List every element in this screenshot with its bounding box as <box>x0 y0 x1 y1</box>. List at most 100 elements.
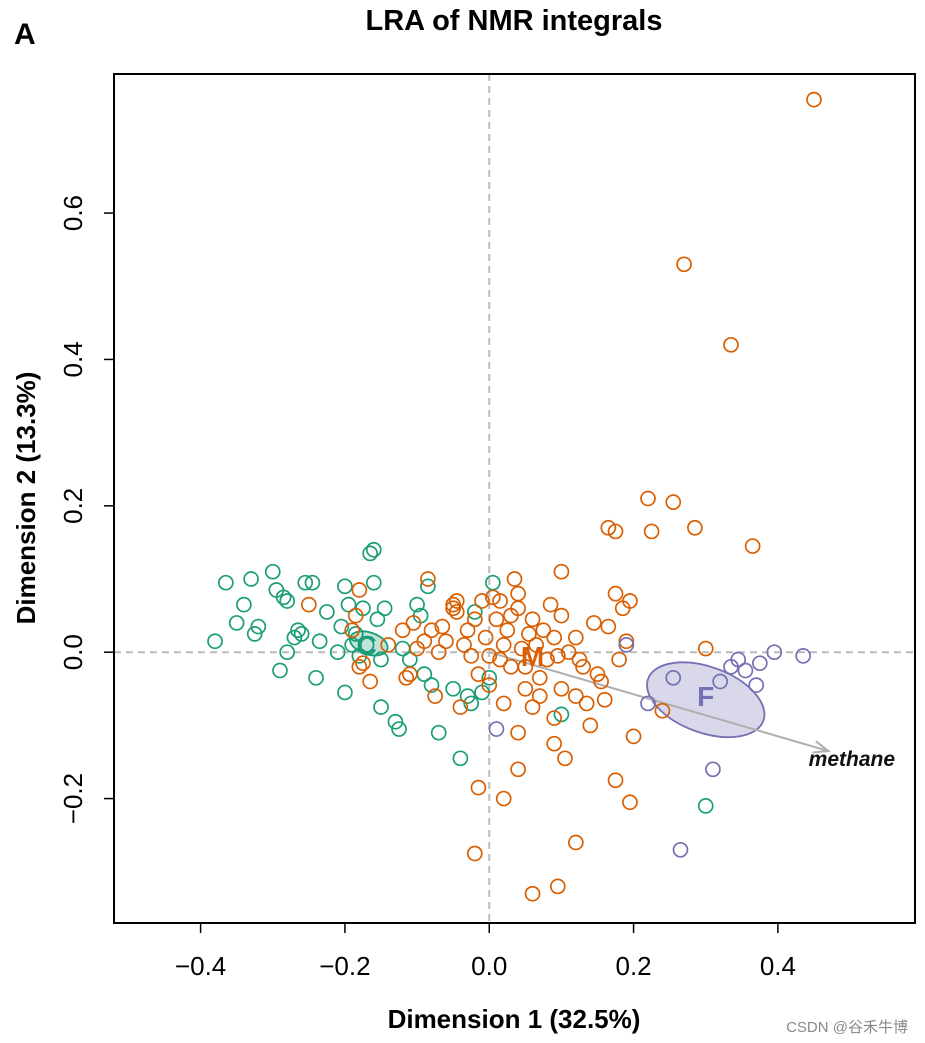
data-point-m <box>503 658 519 675</box>
data-point-m <box>300 596 317 613</box>
data-point-m <box>524 611 541 628</box>
data-point-m <box>524 699 541 715</box>
data-point-c <box>391 721 407 737</box>
data-point-f <box>737 662 754 679</box>
data-point-m <box>517 658 534 675</box>
plot-frame <box>113 73 916 924</box>
data-point-m <box>528 637 544 653</box>
confidence-ellipse-f <box>646 661 766 739</box>
y-tick-label: 0.6 <box>58 195 88 231</box>
y-tick-label: −0.2 <box>58 773 88 824</box>
data-point-c <box>365 574 382 591</box>
data-point-m <box>510 761 526 778</box>
data-point-c <box>290 622 306 639</box>
data-point-c <box>387 713 404 730</box>
data-point-m <box>571 651 588 668</box>
data-point-m <box>347 607 364 624</box>
data-point-m <box>445 600 462 617</box>
y-axis-title: Dimension 2 (13.3%) <box>11 372 41 625</box>
data-point-f <box>730 651 747 668</box>
data-point-m <box>582 717 599 734</box>
data-point-c <box>351 648 368 664</box>
data-point-c <box>337 684 353 701</box>
data-point-m <box>394 622 411 639</box>
data-point-m <box>640 490 656 507</box>
data-point-m <box>452 699 469 715</box>
data-point-c <box>430 724 447 741</box>
data-point-c <box>286 629 303 646</box>
data-point-f <box>766 644 783 661</box>
data-point-m <box>553 680 570 697</box>
data-point-m <box>578 695 595 712</box>
data-point-m <box>344 622 360 639</box>
data-point-c <box>272 662 288 679</box>
data-point-m <box>531 669 548 686</box>
data-point-m <box>481 648 498 664</box>
data-point-c <box>308 669 324 686</box>
data-point-c <box>420 578 436 595</box>
data-point-m <box>539 651 555 668</box>
data-point-f <box>672 841 689 858</box>
data-point-m <box>600 519 617 536</box>
watermark: CSDN @谷禾牛博 <box>786 1019 908 1036</box>
data-point-m <box>542 596 559 613</box>
data-point-c <box>485 574 501 591</box>
data-point-m <box>553 563 570 580</box>
data-point-c <box>373 651 389 668</box>
data-point-m <box>456 637 472 653</box>
data-point-m <box>589 666 606 683</box>
data-point-c <box>553 706 570 723</box>
data-point-m <box>622 593 638 609</box>
data-point-f <box>712 673 729 690</box>
x-axis-title: Dimension 1 (32.5%) <box>388 1004 641 1034</box>
data-point-f <box>752 655 768 672</box>
data-point-f <box>795 648 811 664</box>
data-point-m <box>499 622 516 639</box>
data-point-m <box>607 585 624 602</box>
data-point-c <box>423 677 440 693</box>
data-point-m <box>618 633 635 650</box>
data-point-m <box>596 691 613 708</box>
data-point-m <box>427 688 443 704</box>
data-point-m <box>593 673 609 690</box>
data-point-m <box>510 724 526 741</box>
y-tick-label: 0.2 <box>58 488 88 524</box>
x-tick-label: 0.2 <box>615 951 651 981</box>
data-point-f <box>488 721 505 737</box>
x-tick-label: 0.0 <box>471 951 507 981</box>
data-point-m <box>492 593 508 609</box>
chart-title: LRA of NMR integrals <box>366 5 663 37</box>
data-point-c <box>463 695 480 712</box>
group-label-m: M <box>521 641 544 672</box>
group-label-c: C <box>356 630 376 661</box>
data-point-m <box>586 615 602 631</box>
x-tick-label: 0.4 <box>760 951 796 981</box>
data-point-m <box>405 615 422 631</box>
data-point-f <box>705 761 721 778</box>
data-point-m <box>495 790 512 807</box>
data-point-m <box>546 735 563 752</box>
data-point-c <box>445 680 462 697</box>
data-point-m <box>546 629 563 646</box>
data-point-c <box>409 596 425 613</box>
data-point-m <box>380 637 397 653</box>
data-point-f <box>748 677 765 693</box>
vector-label: methane <box>809 748 896 771</box>
data-point-c <box>319 604 335 620</box>
data-point-m <box>362 673 379 690</box>
data-point-c <box>481 669 498 686</box>
data-point-c <box>250 618 267 635</box>
data-point-c <box>347 626 364 642</box>
data-point-m <box>654 702 671 719</box>
data-point-m <box>535 622 552 639</box>
data-point-m <box>495 695 512 712</box>
vector-line <box>488 651 829 752</box>
data-point-c <box>279 644 296 661</box>
data-point-m <box>575 658 591 675</box>
data-point-c <box>243 571 259 587</box>
data-point-m <box>448 604 465 620</box>
data-point-m <box>355 655 371 672</box>
data-point-m <box>434 618 451 635</box>
x-tick-label: −0.4 <box>175 951 226 981</box>
